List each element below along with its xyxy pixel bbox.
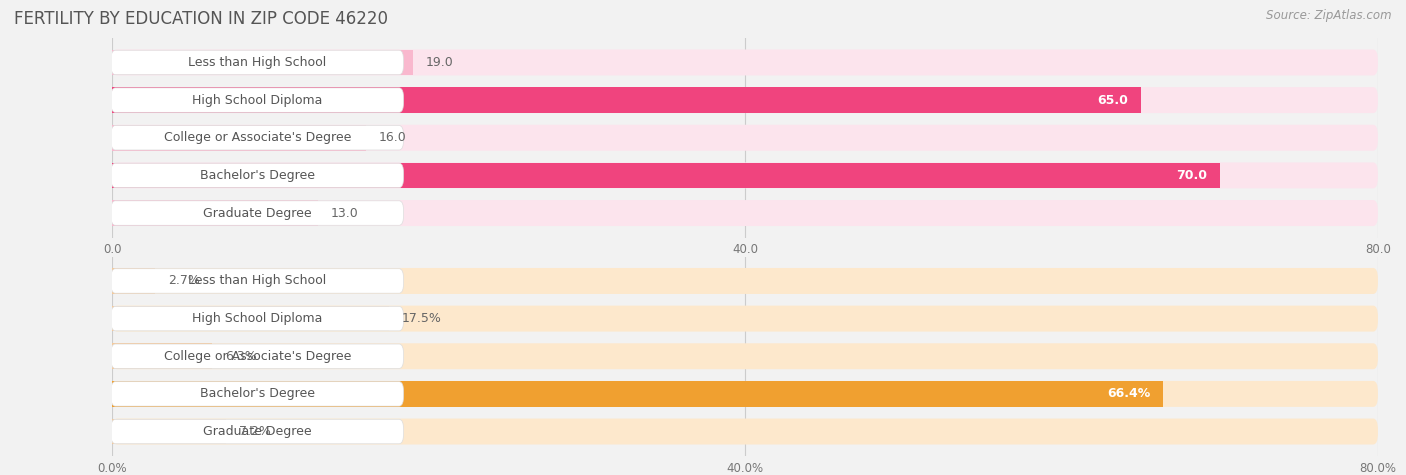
Text: 2.7%: 2.7% <box>167 275 200 287</box>
Bar <box>112 268 155 294</box>
Bar <box>112 343 212 369</box>
Text: 13.0: 13.0 <box>330 207 359 219</box>
FancyBboxPatch shape <box>111 125 404 150</box>
FancyBboxPatch shape <box>112 381 1378 407</box>
Bar <box>112 50 413 75</box>
Text: FERTILITY BY EDUCATION IN ZIP CODE 46220: FERTILITY BY EDUCATION IN ZIP CODE 46220 <box>14 10 388 28</box>
Text: 16.0: 16.0 <box>378 131 406 144</box>
Text: Source: ZipAtlas.com: Source: ZipAtlas.com <box>1267 10 1392 22</box>
Text: 70.0: 70.0 <box>1175 169 1206 182</box>
FancyBboxPatch shape <box>111 201 404 225</box>
Text: 6.3%: 6.3% <box>225 350 256 363</box>
FancyBboxPatch shape <box>112 268 1378 294</box>
Text: College or Associate's Degree: College or Associate's Degree <box>163 350 352 363</box>
Bar <box>112 125 366 151</box>
Text: 66.4%: 66.4% <box>1107 388 1150 400</box>
FancyBboxPatch shape <box>112 305 1378 332</box>
FancyBboxPatch shape <box>111 163 404 188</box>
FancyBboxPatch shape <box>111 88 404 113</box>
FancyBboxPatch shape <box>111 269 404 293</box>
FancyBboxPatch shape <box>112 418 1378 445</box>
Text: High School Diploma: High School Diploma <box>193 94 322 106</box>
FancyBboxPatch shape <box>111 381 404 406</box>
Text: College or Associate's Degree: College or Associate's Degree <box>163 131 352 144</box>
Text: 17.5%: 17.5% <box>402 312 441 325</box>
FancyBboxPatch shape <box>112 162 1378 189</box>
Text: 19.0: 19.0 <box>426 56 453 69</box>
FancyBboxPatch shape <box>112 200 1378 226</box>
FancyBboxPatch shape <box>112 343 1378 369</box>
Text: Bachelor's Degree: Bachelor's Degree <box>200 169 315 182</box>
Text: Graduate Degree: Graduate Degree <box>202 207 312 219</box>
Text: 7.2%: 7.2% <box>239 425 271 438</box>
FancyBboxPatch shape <box>111 419 404 444</box>
FancyBboxPatch shape <box>112 87 1378 113</box>
Text: High School Diploma: High School Diploma <box>193 312 322 325</box>
Text: 65.0: 65.0 <box>1097 94 1128 106</box>
FancyBboxPatch shape <box>112 49 1378 76</box>
Text: Graduate Degree: Graduate Degree <box>202 425 312 438</box>
Bar <box>112 381 1163 407</box>
FancyBboxPatch shape <box>111 344 404 369</box>
Bar <box>112 200 318 226</box>
Text: Less than High School: Less than High School <box>188 275 326 287</box>
Text: Less than High School: Less than High School <box>188 56 326 69</box>
Text: Bachelor's Degree: Bachelor's Degree <box>200 388 315 400</box>
FancyBboxPatch shape <box>111 50 404 75</box>
FancyBboxPatch shape <box>112 125 1378 151</box>
Bar <box>112 306 389 332</box>
Bar <box>112 87 1140 113</box>
Bar <box>112 419 226 444</box>
FancyBboxPatch shape <box>111 306 404 331</box>
Bar <box>112 162 1219 188</box>
